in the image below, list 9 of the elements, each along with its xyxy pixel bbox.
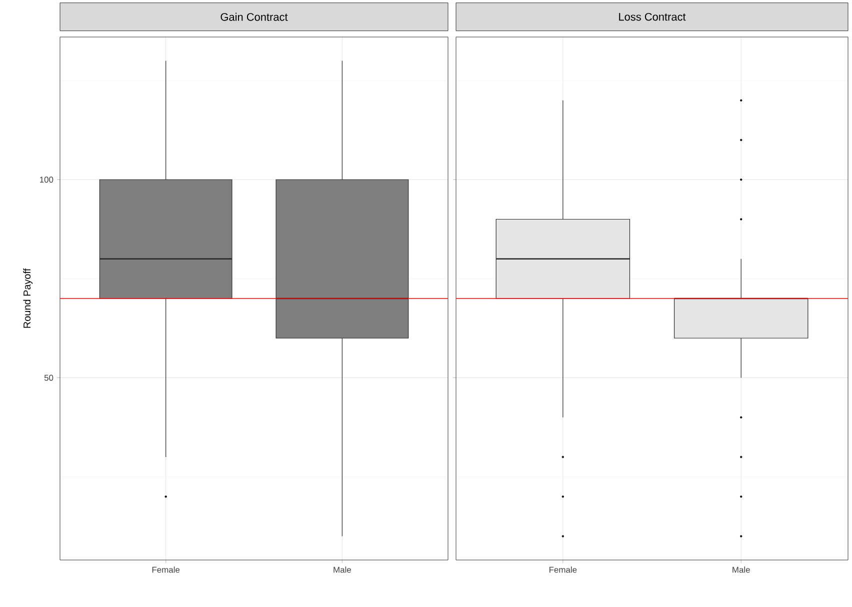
x-tick-label: Female [152, 566, 180, 573]
x-tick-label: Female [549, 566, 577, 573]
chart-title: Gain Contract [220, 12, 288, 21]
x-tick-label: Male [732, 566, 750, 573]
x-tick-label: Male [334, 566, 351, 573]
y-tick-label: 100 [40, 176, 54, 183]
y-axis-title: Round Payoff [23, 268, 33, 328]
chart-title: Loss Contract [619, 12, 686, 21]
y-tick-label: 50 [44, 374, 54, 381]
